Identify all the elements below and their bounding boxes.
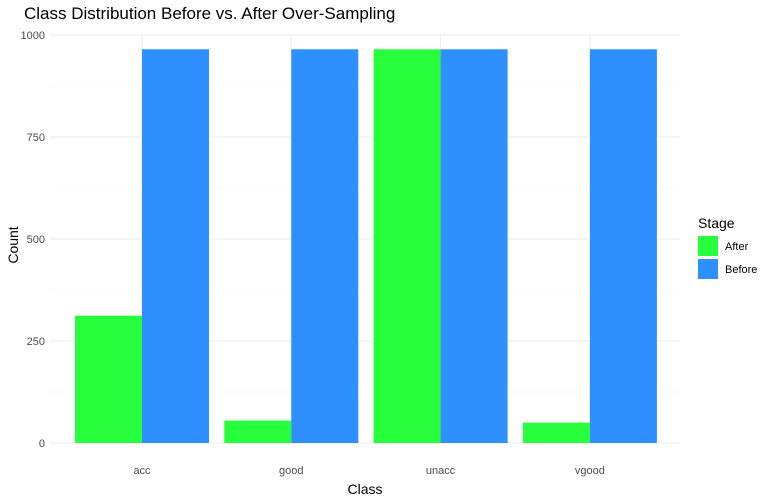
bar-after-acc bbox=[75, 315, 142, 443]
x-tick-label: acc bbox=[133, 465, 151, 477]
legend: Stage After Before bbox=[698, 215, 757, 279]
legend-label-before: Before bbox=[725, 264, 757, 276]
bars bbox=[75, 49, 657, 443]
y-tick-label: 250 bbox=[27, 336, 45, 348]
bar-after-vgood bbox=[522, 422, 590, 443]
legend-key-after bbox=[698, 236, 718, 256]
y-tick-label: 1000 bbox=[21, 30, 45, 42]
y-tick-label: 500 bbox=[27, 234, 45, 246]
y-axis-title: Count bbox=[5, 226, 21, 263]
chart-title: Class Distribution Before vs. After Over… bbox=[24, 4, 395, 23]
bar-before-vgood bbox=[589, 49, 657, 443]
x-axis-ticks: acc good unacc vgood bbox=[133, 465, 604, 477]
y-tick-label: 0 bbox=[39, 438, 45, 450]
legend-label-after: After bbox=[725, 241, 749, 253]
bar-before-acc bbox=[142, 49, 209, 443]
bar-before-good bbox=[291, 49, 359, 443]
y-tick-label: 750 bbox=[27, 132, 45, 144]
legend-title: Stage bbox=[698, 215, 735, 231]
y-axis-ticks: 0 250 500 750 1000 bbox=[21, 30, 45, 450]
x-tick-label: vgood bbox=[575, 465, 605, 477]
bar-after-unacc bbox=[373, 49, 441, 443]
legend-key-before bbox=[698, 259, 718, 279]
x-tick-label: unacc bbox=[426, 465, 456, 477]
x-axis-title: Class bbox=[347, 481, 382, 497]
bar-after-good bbox=[224, 420, 292, 443]
bar-before-unacc bbox=[440, 49, 508, 443]
x-tick-label: good bbox=[279, 465, 303, 477]
